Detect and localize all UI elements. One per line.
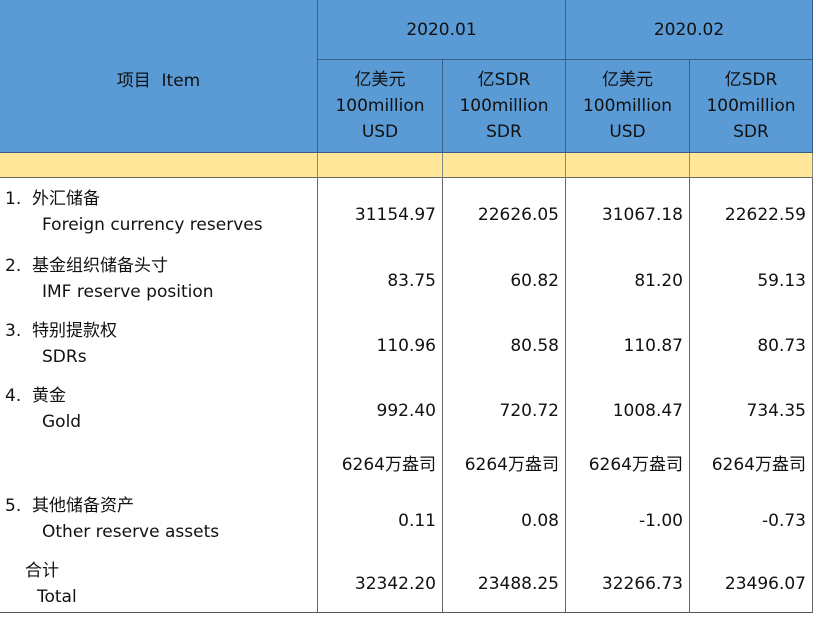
row-label: 1. 外汇储备 Foreign currency reserves bbox=[0, 178, 318, 245]
unit-header: 亿SDR 100million SDR bbox=[443, 60, 566, 153]
unit-line: 亿SDR bbox=[477, 70, 531, 90]
value-cell: 31154.97 bbox=[318, 178, 443, 245]
value-cell: 81.20 bbox=[566, 245, 690, 310]
unit-line: 100million bbox=[459, 96, 549, 116]
value-cell: 110.96 bbox=[318, 310, 443, 375]
unit-header: 亿SDR 100million SDR bbox=[690, 60, 813, 153]
spacer-row bbox=[690, 153, 813, 178]
spacer-row bbox=[566, 153, 690, 178]
value-cell: 0.11 bbox=[318, 485, 443, 550]
unit-line: 亿美元 bbox=[602, 70, 653, 90]
value-cell: 23496.07 bbox=[690, 550, 813, 612]
header-text: 2020.01 bbox=[406, 19, 477, 40]
value-cell: 32342.20 bbox=[318, 550, 443, 612]
unit-line: 亿美元 bbox=[354, 70, 406, 90]
unit-line: 100million bbox=[706, 96, 796, 116]
label-en: IMF reserve position bbox=[42, 282, 214, 302]
unit-line: SDR bbox=[733, 122, 769, 142]
header-text: 2020.02 bbox=[653, 19, 725, 40]
label-en: Other reserve assets bbox=[42, 522, 220, 542]
value-cell: 31067.18 bbox=[566, 178, 690, 245]
value-cell: 734.35 bbox=[690, 375, 813, 440]
value-cell: 59.13 bbox=[690, 245, 813, 310]
row-label: 5. 其他储备资产 Other reserve assets bbox=[0, 485, 318, 550]
spacer-row bbox=[318, 153, 443, 178]
bottom-border bbox=[0, 612, 813, 613]
label-cn: 1. 外汇储备 bbox=[5, 189, 101, 209]
value-cell: 110.87 bbox=[566, 310, 690, 375]
label-cn: 3. 特别提款权 bbox=[5, 321, 118, 341]
row-label: 2. 基金组织储备头寸 IMF reserve position bbox=[0, 245, 318, 310]
label-en: Gold bbox=[42, 412, 82, 432]
unit-line: 100million bbox=[335, 96, 425, 116]
unit-header: 亿美元 100million USD bbox=[566, 60, 690, 153]
row-label: 3. 特别提款权 SDRs bbox=[0, 310, 318, 375]
period-header: 2020.02 bbox=[566, 0, 813, 60]
value-cell: 60.82 bbox=[443, 245, 566, 310]
value-cell: 22622.59 bbox=[690, 178, 813, 245]
value-cell: -1.00 bbox=[566, 485, 690, 550]
value-cell: 80.58 bbox=[443, 310, 566, 375]
row-label: 4. 黄金 Gold bbox=[0, 375, 318, 440]
value-cell: 6264万盎司 bbox=[443, 440, 566, 485]
item-header: 项目 Item bbox=[0, 0, 318, 153]
unit-line: SDR bbox=[486, 122, 522, 142]
value-cell: 992.40 bbox=[318, 375, 443, 440]
value-cell: 80.73 bbox=[690, 310, 813, 375]
header-text: 项目 Item bbox=[116, 71, 201, 91]
label-en: SDRs bbox=[42, 347, 87, 367]
value-cell: 6264万盎司 bbox=[566, 440, 690, 485]
value-cell: 6264万盎司 bbox=[318, 440, 443, 485]
value-cell: 22626.05 bbox=[443, 178, 566, 245]
label-cn: 合计 bbox=[25, 561, 59, 581]
label-cn: 2. 基金组织储备头寸 bbox=[5, 256, 169, 276]
value-cell: 720.72 bbox=[443, 375, 566, 440]
value-cell: 6264万盎司 bbox=[690, 440, 813, 485]
value-cell: 1008.47 bbox=[566, 375, 690, 440]
value-cell: -0.73 bbox=[690, 485, 813, 550]
unit-line: USD bbox=[609, 122, 646, 142]
unit-line: USD bbox=[361, 122, 399, 142]
label-cn: 4. 黄金 bbox=[5, 386, 67, 406]
label-en: Foreign currency reserves bbox=[42, 215, 263, 235]
row-label bbox=[0, 440, 318, 485]
spacer-row bbox=[443, 153, 566, 178]
spacer-row bbox=[0, 153, 318, 178]
unit-line: 亿SDR bbox=[724, 70, 778, 90]
value-cell: 32266.73 bbox=[566, 550, 690, 612]
unit-line: 100million bbox=[582, 96, 673, 116]
period-header: 2020.01 bbox=[318, 0, 566, 60]
row-label: 合计 Total bbox=[0, 550, 318, 612]
value-cell: 0.08 bbox=[443, 485, 566, 550]
value-cell: 83.75 bbox=[318, 245, 443, 310]
unit-header: 亿美元 100million USD bbox=[318, 60, 443, 153]
label-cn: 5. 其他储备资产 bbox=[5, 496, 135, 516]
value-cell: 23488.25 bbox=[443, 550, 566, 612]
label-en: Total bbox=[37, 587, 77, 607]
